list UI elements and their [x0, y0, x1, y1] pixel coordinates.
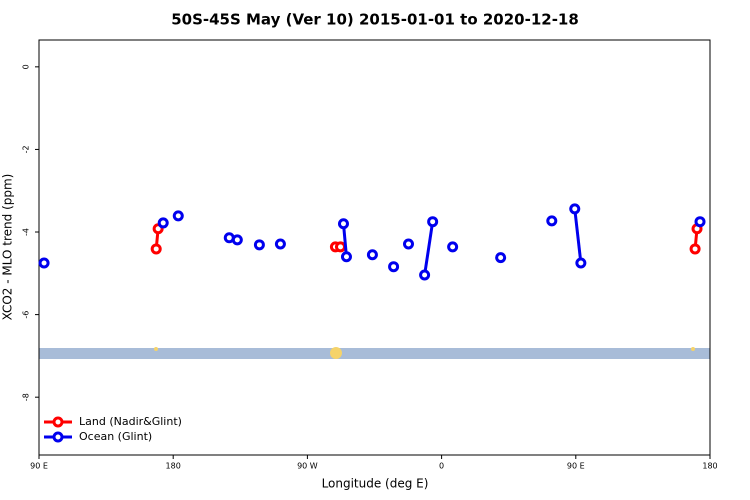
data-point: [335, 241, 347, 253]
data-point: [253, 239, 265, 251]
y-axis-label: XCO2 - MLO trend (ppm): [1, 174, 15, 321]
coverage-blob: [330, 347, 342, 359]
x-tick-label: 180: [166, 462, 181, 471]
x-tick-label: 90 E: [567, 462, 585, 471]
x-tick-label: 180: [702, 462, 717, 471]
y-tick-label: -8: [22, 393, 31, 401]
data-point: [694, 216, 706, 228]
data-point: [157, 217, 169, 229]
y-tick-label: -2: [22, 145, 31, 153]
data-point: [402, 238, 414, 250]
series-line: [341, 223, 348, 257]
data-point: [427, 216, 439, 228]
data-point: [546, 215, 558, 227]
legend-marker: [52, 431, 64, 443]
coverage-blob: [691, 347, 695, 351]
coverage-blob: [154, 347, 158, 351]
data-point: [447, 241, 459, 253]
data-point: [366, 249, 378, 261]
coverage-band: [39, 348, 710, 359]
chart-title: 50S-45S May (Ver 10) 2015-01-01 to 2020-…: [171, 11, 579, 29]
series-line: [573, 208, 583, 264]
data-point: [388, 261, 400, 273]
x-tick-label: 0: [439, 462, 444, 471]
y-tick-label: -4: [22, 228, 31, 236]
legend-label: Ocean (Glint): [79, 430, 152, 443]
data-point: [419, 269, 431, 281]
data-point: [495, 252, 507, 264]
legend-marker: [52, 416, 64, 428]
series-line: [423, 221, 435, 276]
data-point: [274, 238, 286, 250]
data-point: [575, 257, 587, 269]
legend-label: Land (Nadir&Glint): [79, 415, 182, 428]
x-axis-label: Longitude (deg E): [322, 477, 429, 491]
data-point: [340, 251, 352, 263]
x-tick-label: 90 E: [30, 462, 48, 471]
data-point: [337, 218, 349, 230]
plot-frame: [38, 39, 711, 456]
data-point: [172, 210, 184, 222]
x-tick-label: 90 W: [297, 462, 318, 471]
data-point: [569, 203, 581, 215]
data-point: [231, 234, 243, 246]
data-point: [689, 243, 701, 255]
data-point: [150, 243, 162, 255]
y-tick-label: -6: [22, 311, 31, 319]
y-tick-label: 0: [22, 64, 31, 69]
data-point: [38, 257, 50, 269]
